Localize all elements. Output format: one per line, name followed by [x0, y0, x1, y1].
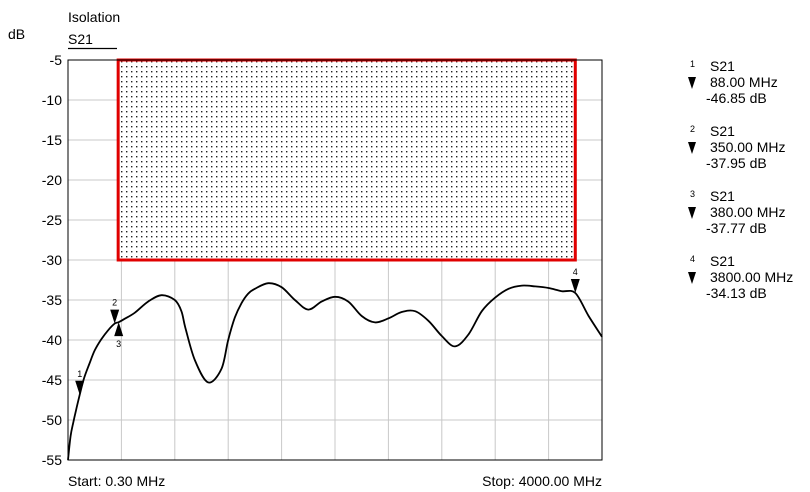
marker-triangle-icon [688, 207, 696, 219]
trace-label: S21 [68, 31, 93, 47]
trace-markers: 1 2 3 4 [75, 267, 580, 395]
marker-readout-4: 4 S21 3800.00 MHz -34.13 dB [688, 253, 808, 318]
y-tick-label: -40 [42, 332, 62, 348]
marker-triangle-icon [688, 77, 696, 89]
marker-pointer-3 [114, 322, 124, 337]
marker-triangle-icon [688, 272, 696, 284]
marker-frequency: 350.00 MHz [710, 139, 786, 155]
marker-frequency: 88.00 MHz [710, 74, 778, 90]
marker-readout-1: 1 S21 88.00 MHz -46.85 dB [688, 58, 808, 123]
s21-trace [67, 282, 603, 461]
marker-value: -46.85 dB [706, 90, 767, 106]
y-tick-label: -5 [50, 52, 63, 68]
y-tick-labels: -5 -10 -15 -20 -25 -30 -35 -40 -45 -50 -55 [42, 52, 62, 468]
marker-pointer-4 [570, 279, 580, 294]
marker-trace: S21 [710, 123, 735, 139]
y-tick-label: -45 [42, 372, 62, 388]
chart-title: Isolation [68, 9, 120, 25]
marker-label-4: 4 [573, 267, 578, 277]
y-tick-label: -50 [42, 412, 62, 428]
y-tick-label: -20 [42, 172, 62, 188]
marker-readout-2: 2 S21 350.00 MHz -37.95 dB [688, 123, 808, 188]
marker-number: 4 [690, 254, 696, 264]
marker-label-2: 2 [112, 298, 117, 308]
x-stop-label: Stop: 4000.00 MHz [482, 473, 602, 489]
marker-readout-3: 3 S21 380.00 MHz -37.77 dB [688, 188, 808, 253]
marker-trace: S21 [710, 253, 735, 269]
marker-frequency: 380.00 MHz [710, 204, 786, 220]
marker-triangle-icon [688, 142, 696, 154]
y-tick-label: -10 [42, 92, 62, 108]
marker-number: 3 [690, 189, 696, 199]
y-axis-unit-label: dB [8, 26, 25, 42]
marker-value: -37.95 dB [706, 155, 767, 171]
y-tick-label: -55 [42, 452, 62, 468]
marker-readout-panel: 1 S21 88.00 MHz -46.85 dB 2 S21 350.00 M… [688, 58, 808, 318]
limit-mask [116, 58, 577, 262]
plot-frame [67, 59, 603, 461]
marker-value: -34.13 dB [706, 285, 767, 301]
y-tick-label: -25 [42, 212, 62, 228]
marker-value: -37.77 dB [706, 220, 767, 236]
marker-trace: S21 [710, 188, 735, 204]
marker-label-3: 3 [116, 339, 121, 349]
x-start-label: Start: 0.30 MHz [68, 473, 165, 489]
y-tick-label: -35 [42, 292, 62, 308]
marker-number: 2 [690, 124, 696, 134]
marker-label-1: 1 [77, 369, 82, 379]
marker-trace: S21 [710, 58, 735, 74]
marker-frequency: 3800.00 MHz [710, 269, 794, 285]
marker-number: 1 [690, 59, 696, 69]
y-tick-label: -15 [42, 132, 62, 148]
marker-pointer-1 [75, 380, 85, 395]
y-tick-label: -30 [42, 252, 62, 268]
marker-pointer-2 [110, 309, 120, 324]
